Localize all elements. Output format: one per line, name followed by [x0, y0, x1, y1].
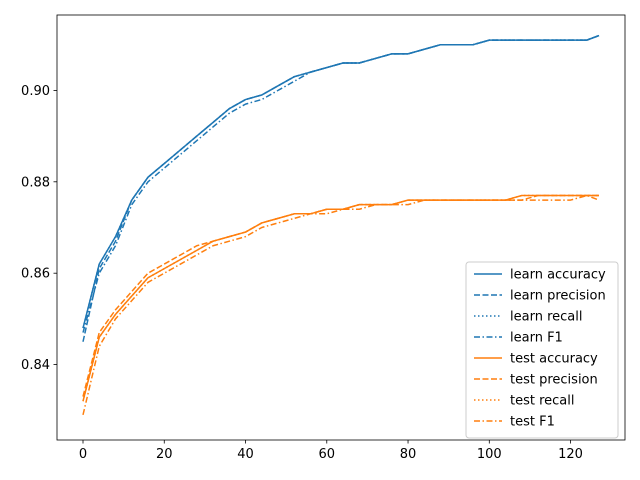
- y-tick-label: 0.86: [21, 267, 50, 282]
- x-tick-label: 0: [79, 447, 87, 462]
- y-tick-label: 0.88: [21, 175, 50, 190]
- series-line-2: [82, 34, 600, 329]
- x-tick-label: 80: [400, 447, 417, 462]
- y-axis: 0.84 0.86 0.88 0.90: [21, 84, 57, 373]
- legend-label-2: learn recall: [510, 310, 582, 325]
- legend-label-5: test precision: [510, 373, 598, 388]
- plot-frame: [56, 14, 626, 441]
- y-tick-label: 0.84: [21, 358, 50, 373]
- x-axis: 0 20 40 60 80 100 120: [79, 440, 583, 462]
- legend-box: [465, 261, 619, 439]
- series-layer: [82, 34, 600, 416]
- series-line-6: [82, 194, 599, 402]
- series-line-3: [82, 34, 600, 333]
- x-tick-label: 40: [237, 447, 254, 462]
- legend-label-4: test accuracy: [510, 352, 598, 367]
- y-tick-label: 0.90: [21, 84, 50, 99]
- series-line-7: [82, 194, 600, 416]
- legend-label-6: test recall: [510, 394, 575, 409]
- x-tick-label: 20: [156, 447, 173, 462]
- legend-label-0: learn accuracy: [510, 268, 606, 283]
- legend: learn accuracy learn precision learn recal…: [465, 261, 619, 439]
- x-tick-label: 120: [558, 447, 583, 462]
- legend-label-1: learn precision: [510, 289, 606, 304]
- x-tick-label: 60: [319, 447, 336, 462]
- x-tick-label: 100: [477, 447, 502, 462]
- legend-label-7: test F1: [510, 415, 555, 430]
- legend-label-3: learn F1: [510, 331, 563, 346]
